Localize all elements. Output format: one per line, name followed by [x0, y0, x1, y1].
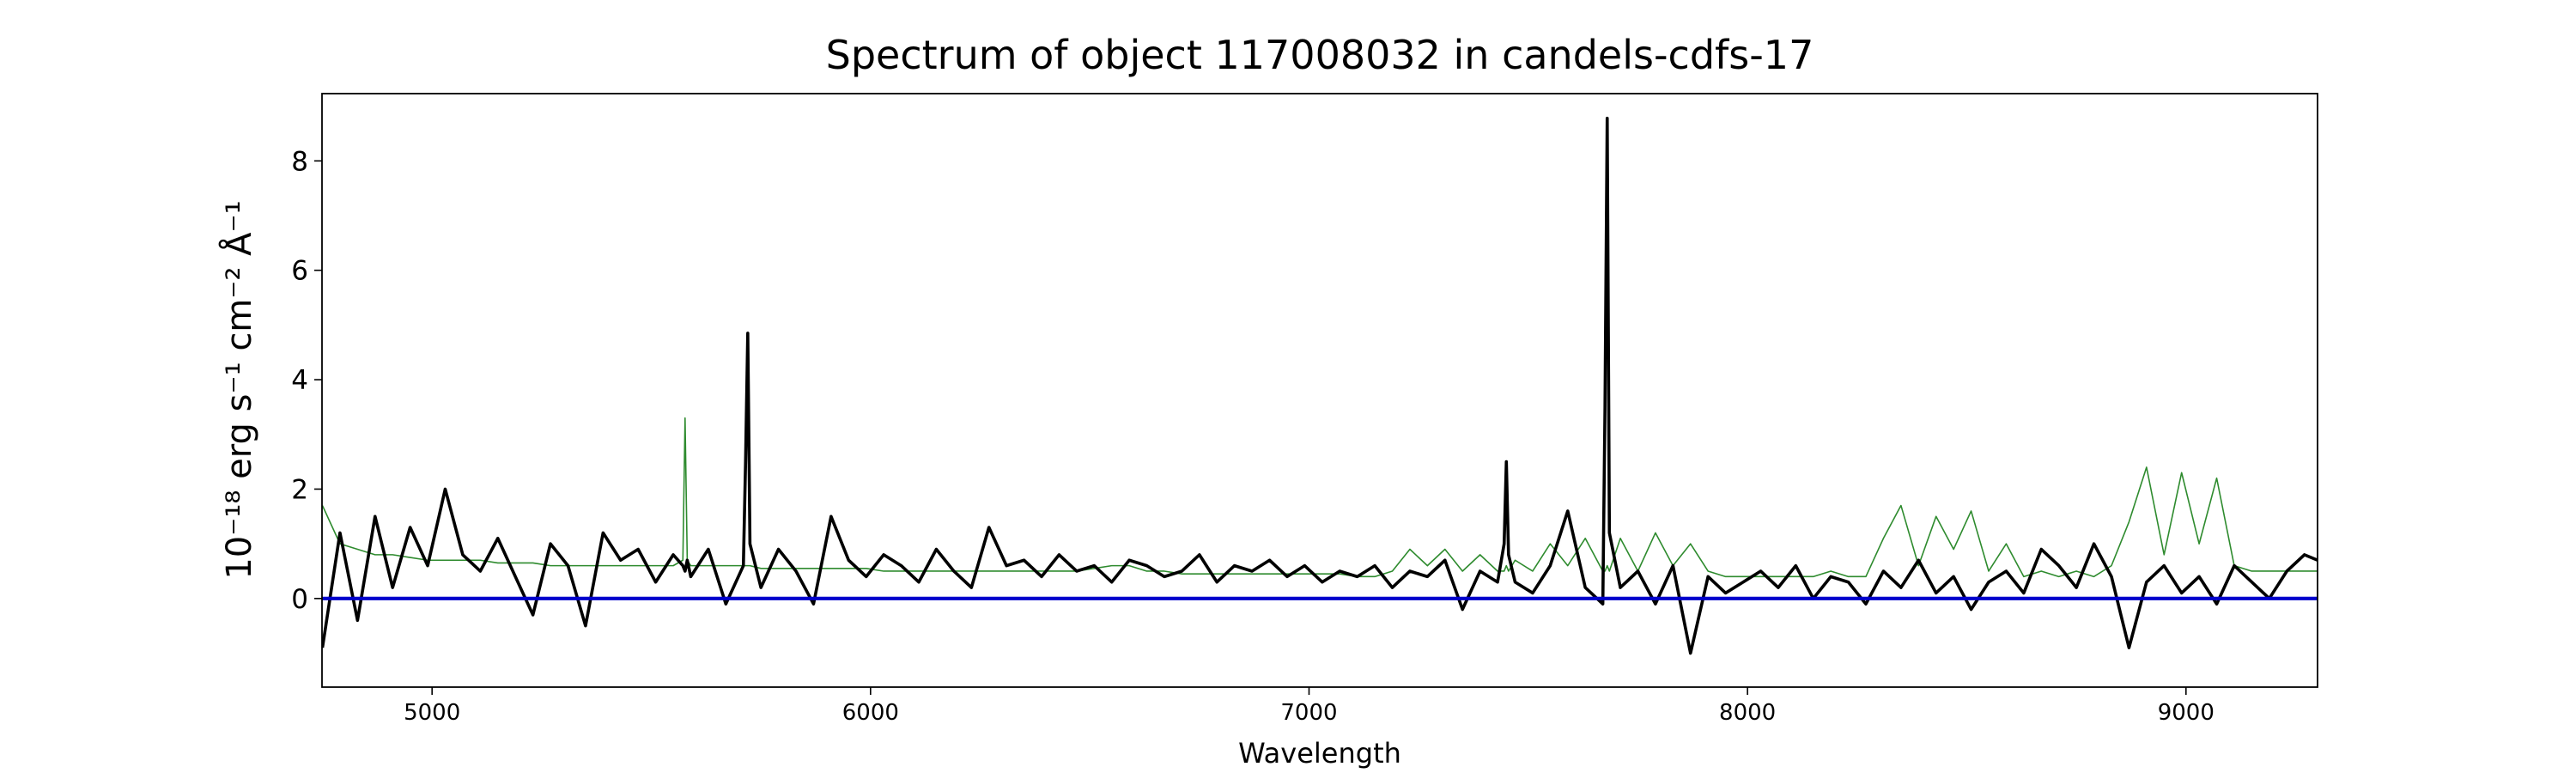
x-tick-label: 8000 — [1719, 700, 1776, 726]
y-tick-label: 2 — [291, 474, 308, 505]
x-tick-label: 5000 — [404, 700, 460, 726]
y-tick-label: 6 — [291, 256, 308, 287]
chart-title: Spectrum of object 117008032 in candels-… — [826, 32, 1814, 78]
spectrum-line — [322, 116, 2318, 655]
x-tick-label: 6000 — [842, 700, 899, 726]
x-axis-label: Wavelength — [1238, 737, 1401, 770]
y-tick-label: 8 — [291, 146, 308, 177]
x-tick-label: 9000 — [2158, 700, 2215, 726]
y-tick-label: 0 — [291, 584, 308, 615]
x-tick-label: 7000 — [1280, 700, 1337, 726]
y-tick-label: 4 — [291, 365, 308, 396]
spectrum-line — [322, 417, 2318, 578]
plot-frame — [321, 93, 2318, 688]
y-axis-label: 10⁻¹⁸ erg s⁻¹ cm⁻² Å⁻¹ — [218, 200, 259, 579]
